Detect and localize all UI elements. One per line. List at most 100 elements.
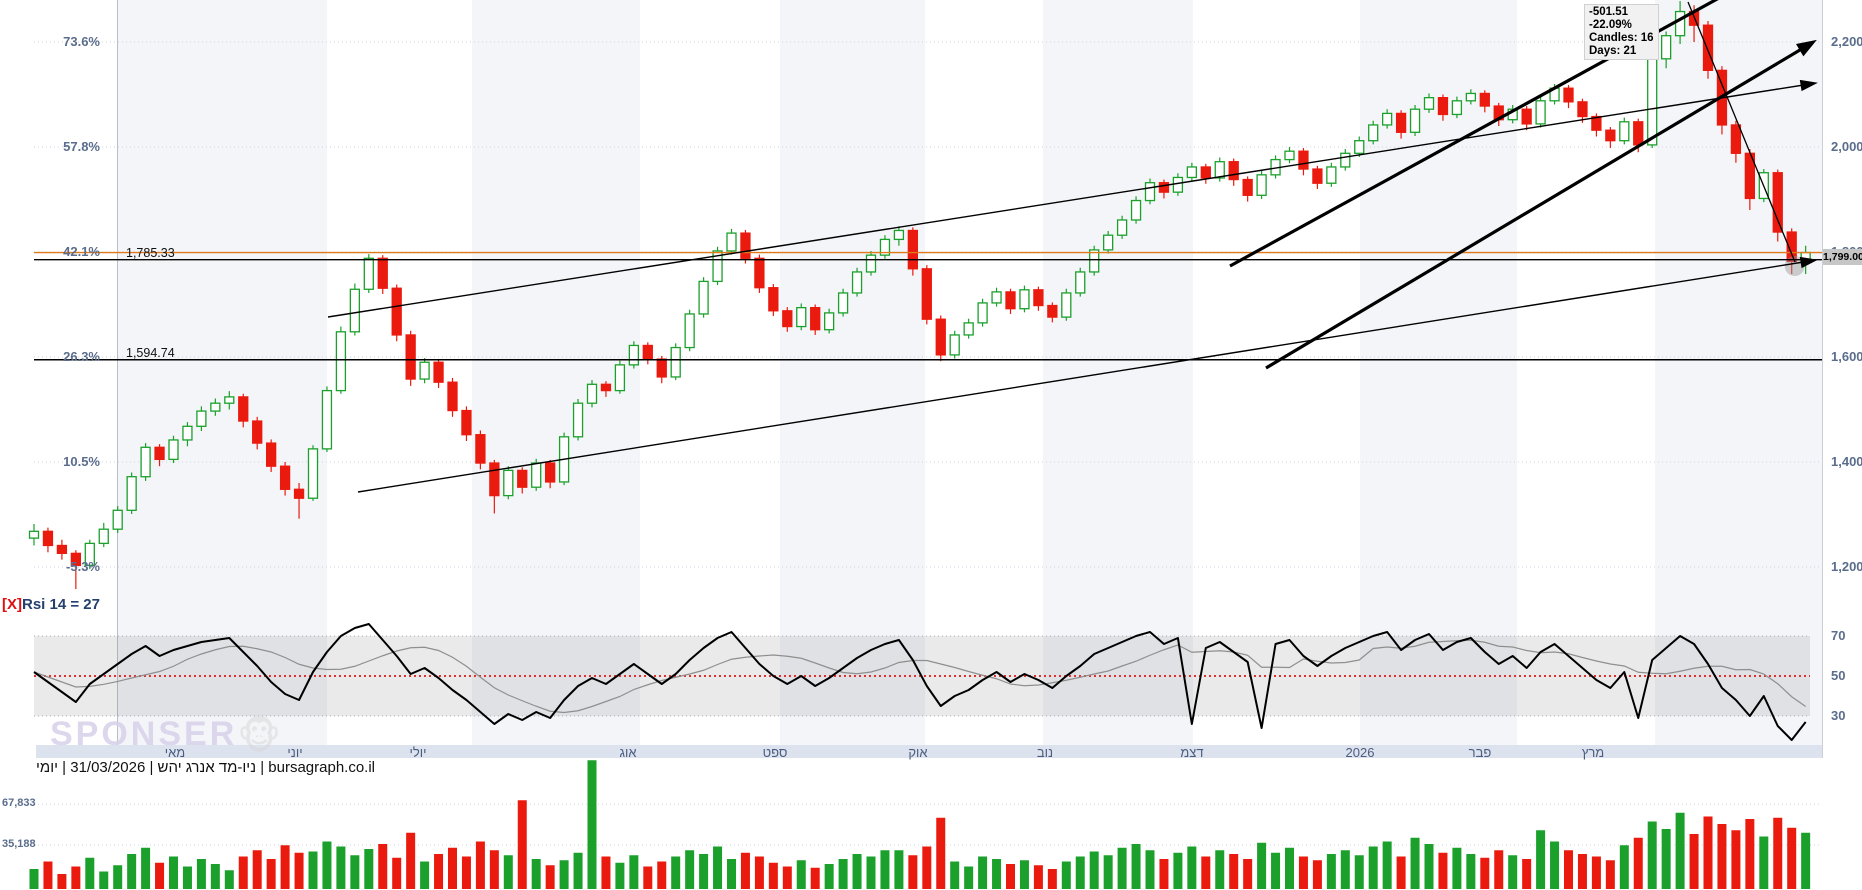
- volume-bar: [1187, 846, 1197, 889]
- rsi-close-button[interactable]: [X]: [2, 596, 22, 613]
- volume-bar: [308, 851, 318, 889]
- volume-bar: [587, 760, 597, 889]
- volume-bar: [1354, 855, 1364, 889]
- volume-bar: [1047, 869, 1057, 889]
- trendline-steep-trend-lower[interactable]: [1265, 42, 1811, 370]
- date-axis-strip[interactable]: [36, 745, 1822, 758]
- volume-bar: [378, 844, 388, 889]
- hline-label-1594[interactable]: 1,594.74: [126, 346, 175, 360]
- volume-bar: [796, 860, 806, 889]
- volume-bar: [1145, 850, 1155, 889]
- volume-bar: [852, 854, 862, 889]
- volume-bar: [1159, 859, 1169, 889]
- trendline-channel-bottom[interactable]: [357, 260, 1811, 493]
- volume-bar: [392, 857, 402, 889]
- volume-bar: [880, 850, 890, 889]
- percent-tick-left: 26.3%: [63, 349, 100, 364]
- volume-bar: [727, 859, 736, 889]
- price-tick-right: 1,600: [1831, 349, 1862, 364]
- volume-bar: [1298, 856, 1308, 889]
- volume-bar: [1201, 856, 1211, 889]
- volume-bar: [406, 832, 416, 889]
- percent-tick-left: -5.3%: [66, 559, 100, 574]
- volume-bar: [1536, 830, 1546, 889]
- volume-bar: [1424, 844, 1434, 889]
- volume-tick: 35,188: [2, 838, 36, 850]
- volume-bar: [824, 864, 834, 889]
- volume-bar: [266, 859, 276, 889]
- volume-bar: [643, 866, 653, 889]
- volume-bar: [420, 861, 430, 889]
- tooltip-change-pct: -22.09%: [1589, 19, 1632, 31]
- tooltip-change: -501.51: [1589, 6, 1629, 18]
- hline-label-1785[interactable]: 1,785.33: [126, 246, 175, 260]
- volume-bar: [1285, 847, 1294, 889]
- volume-bar: [196, 859, 206, 889]
- volume-bar: [964, 866, 974, 889]
- volume-bar: [364, 849, 374, 889]
- rsi-tick: 50: [1831, 668, 1846, 683]
- volume-bar: [601, 856, 611, 889]
- volume-bar: [1117, 847, 1127, 889]
- volume-bar: [1605, 860, 1615, 889]
- volume-bar: [1061, 861, 1071, 889]
- month-label: יוני: [287, 745, 303, 760]
- volume-bar: [280, 845, 290, 889]
- trendline-channel-top[interactable]: [327, 83, 1811, 318]
- month-label: פבר: [1468, 745, 1492, 760]
- arrowhead-icon: [1799, 79, 1818, 92]
- volume-bar: [127, 854, 137, 889]
- volume-bar: [224, 870, 234, 889]
- volume-bar: [573, 852, 583, 889]
- volume-bar: [336, 846, 346, 889]
- volume-bar: [99, 871, 109, 889]
- measure-tooltip: -501.51 -22.09% Candles: 16 Days: 21: [1584, 4, 1659, 60]
- month-label: נוב: [1036, 745, 1054, 760]
- volume-bar: [671, 856, 681, 889]
- volume-bar: [475, 841, 485, 889]
- volume-bar: [43, 861, 53, 889]
- volume-bar: [1131, 844, 1141, 889]
- volume-bar: [1647, 821, 1657, 889]
- volume-bar: [1382, 841, 1392, 889]
- volume-bar: [461, 856, 471, 889]
- volume-bar: [1215, 850, 1225, 889]
- percent-tick-left: 42.1%: [63, 244, 100, 259]
- status-bar: bursagraph.co.il | ניו-מד אנרג יהש | 31/…: [36, 759, 376, 776]
- volume-bar: [1340, 850, 1350, 889]
- percent-tick-left: 73.6%: [63, 34, 100, 49]
- volume-bar: [57, 874, 67, 889]
- volume-bar: [1243, 859, 1253, 889]
- volume-bar: [1703, 816, 1713, 889]
- volume-bar: [866, 856, 876, 889]
- price-tick-right: 1,400: [1831, 454, 1862, 469]
- volume-bar: [740, 852, 750, 889]
- volume-bar: [85, 857, 95, 889]
- month-label: ספט: [762, 745, 788, 760]
- volume-bar: [489, 850, 499, 889]
- volume-bar: [1019, 860, 1029, 889]
- volume-bar: [1759, 836, 1769, 889]
- volume-bar: [685, 850, 695, 889]
- volume-bar: [1661, 829, 1671, 889]
- arrowhead-icon: [1796, 39, 1817, 57]
- rsi-tick: 30: [1831, 708, 1846, 723]
- volume-bar: [1717, 824, 1727, 889]
- volume-bar: [629, 855, 639, 889]
- volume-bar: [782, 866, 792, 889]
- volume-bar: [1396, 856, 1406, 889]
- volume-bar: [992, 859, 1002, 889]
- volume-bar: [1689, 834, 1699, 889]
- month-label: דצמ: [1180, 745, 1204, 760]
- volume-bar: [657, 861, 667, 889]
- volume-bar: [1229, 854, 1239, 889]
- volume-bar: [936, 817, 946, 889]
- trendline-decline-measure[interactable]: [1687, 1, 1796, 263]
- volume-bar: [768, 862, 778, 889]
- monkey-logo-icon: 🐵: [237, 716, 282, 758]
- volume-bar: [754, 856, 764, 889]
- volume-bar: [1773, 817, 1783, 889]
- volume-bar: [1619, 845, 1629, 889]
